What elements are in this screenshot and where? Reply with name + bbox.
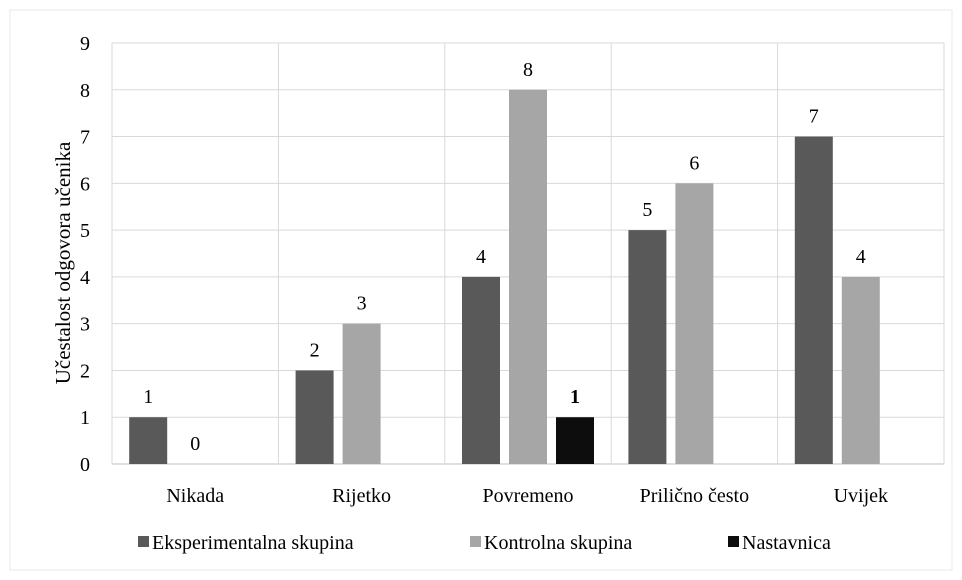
bar [556,417,594,464]
y-tick-label: 4 [80,267,90,289]
legend-label: Nastavnica [742,532,831,554]
data-label: 8 [523,59,533,81]
legend-label: Eksperimentalna skupina [152,532,354,554]
x-category-label: Povremeno [482,485,573,507]
y-axis-title: Učestalost odgovora učenika [51,141,75,384]
x-category-label: Nikada [166,485,224,507]
data-label: 1 [143,386,153,408]
x-category-label: Prilično često [640,485,749,507]
x-axis-categories: Nikada Rijetko Povremeno Prilično često Uvij… [166,485,888,507]
bar [628,230,667,464]
x-category-label: Uvijek [834,485,888,507]
data-label: 5 [642,199,652,221]
data-label: 2 [310,339,320,361]
y-tick-label: 8 [80,80,90,102]
data-label: 4 [856,246,866,268]
x-category-label: Rijetko [332,485,391,507]
bar [794,136,833,465]
legend-swatch [728,536,739,547]
bar [841,276,880,464]
bar [295,370,334,464]
data-label: 3 [357,293,367,315]
y-tick-label: 9 [80,33,90,55]
y-tick-label: 0 [80,454,90,476]
bar [129,417,168,464]
y-tick-label: 5 [80,220,90,242]
bar [509,89,547,465]
legend-swatch [470,536,481,547]
y-tick-label: 6 [80,173,90,195]
legend: Eksperimentalna skupina Kontrolna skupina… [138,532,831,554]
data-label: 7 [809,106,819,128]
data-label: 0 [190,433,200,455]
data-label: 6 [689,152,699,174]
data-labels: 1 0 2 3 4 8 1 5 6 7 4 [143,59,866,455]
data-label: 1 [570,386,580,408]
bar [342,323,381,464]
legend-swatch [138,536,149,547]
bars [129,89,880,465]
bar [462,276,500,464]
y-tick-label: 3 [80,314,90,336]
y-tick-label: 7 [80,127,90,149]
y-axis-ticks: 0 1 2 3 4 5 6 7 8 9 [80,33,90,476]
bar [675,183,714,465]
y-tick-label: 2 [80,360,90,382]
legend-label: Kontrolna skupina [484,532,632,554]
data-label: 4 [476,246,486,268]
y-tick-label: 1 [80,407,90,429]
